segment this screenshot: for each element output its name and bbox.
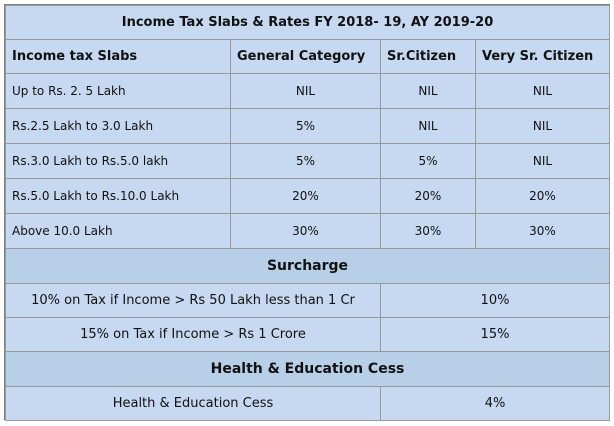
- cess-row: Health & Education Cess 4%: [5, 386, 610, 421]
- senior-rate-cell: 20%: [380, 178, 476, 214]
- column-header-very-senior: Very Sr. Citizen: [475, 39, 610, 74]
- general-rate-cell: 20%: [230, 178, 381, 214]
- slab-cell: Rs.5.0 Lakh to Rs.10.0 Lakh: [5, 178, 231, 214]
- table-row: Above 10.0 Lakh 30% 30% 30%: [5, 213, 610, 249]
- slab-cell: Up to Rs. 2. 5 Lakh: [5, 73, 231, 109]
- very-senior-rate-cell: NIL: [475, 108, 610, 144]
- table-title: Income Tax Slabs & Rates FY 2018- 19, AY…: [5, 5, 610, 40]
- very-senior-rate-cell: 30%: [475, 213, 610, 249]
- cess-label: Health & Education Cess: [5, 386, 381, 421]
- tax-slab-table-frame: Income Tax Slabs & Rates FY 2018- 19, AY…: [4, 4, 610, 421]
- table-header-row: Income tax Slabs General Category Sr.Cit…: [5, 39, 610, 74]
- table-title-row: Income Tax Slabs & Rates FY 2018- 19, AY…: [5, 5, 610, 40]
- column-header-general: General Category: [230, 39, 381, 74]
- slab-cell: Above 10.0 Lakh: [5, 213, 231, 249]
- tax-slab-table: Income Tax Slabs & Rates FY 2018- 19, AY…: [5, 5, 610, 421]
- surcharge-heading-row: Surcharge: [5, 248, 610, 284]
- general-rate-cell: 5%: [230, 143, 381, 179]
- surcharge-condition: 10% on Tax if Income > Rs 50 Lakh less t…: [5, 283, 381, 318]
- slab-cell: Rs.2.5 Lakh to 3.0 Lakh: [5, 108, 231, 144]
- general-rate-cell: 30%: [230, 213, 381, 249]
- surcharge-row: 15% on Tax if Income > Rs 1 Crore 15%: [5, 317, 610, 352]
- senior-rate-cell: NIL: [380, 108, 476, 144]
- surcharge-rate: 15%: [380, 317, 610, 352]
- very-senior-rate-cell: NIL: [475, 143, 610, 179]
- surcharge-heading: Surcharge: [5, 248, 610, 284]
- table-row: Rs.3.0 Lakh to Rs.5.0 lakh 5% 5% NIL: [5, 143, 610, 179]
- table-row: Up to Rs. 2. 5 Lakh NIL NIL NIL: [5, 73, 610, 109]
- table-row: Rs.2.5 Lakh to 3.0 Lakh 5% NIL NIL: [5, 108, 610, 144]
- senior-rate-cell: 5%: [380, 143, 476, 179]
- slab-cell: Rs.3.0 Lakh to Rs.5.0 lakh: [5, 143, 231, 179]
- table-row: Rs.5.0 Lakh to Rs.10.0 Lakh 20% 20% 20%: [5, 178, 610, 214]
- general-rate-cell: 5%: [230, 108, 381, 144]
- very-senior-rate-cell: NIL: [475, 73, 610, 109]
- general-rate-cell: NIL: [230, 73, 381, 109]
- senior-rate-cell: NIL: [380, 73, 476, 109]
- column-header-senior: Sr.Citizen: [380, 39, 476, 74]
- surcharge-row: 10% on Tax if Income > Rs 50 Lakh less t…: [5, 283, 610, 318]
- cess-heading-row: Health & Education Cess: [5, 351, 610, 387]
- very-senior-rate-cell: 20%: [475, 178, 610, 214]
- senior-rate-cell: 30%: [380, 213, 476, 249]
- surcharge-rate: 10%: [380, 283, 610, 318]
- cess-rate: 4%: [380, 386, 610, 421]
- surcharge-condition: 15% on Tax if Income > Rs 1 Crore: [5, 317, 381, 352]
- cess-heading: Health & Education Cess: [5, 351, 610, 387]
- column-header-slabs: Income tax Slabs: [5, 39, 231, 74]
